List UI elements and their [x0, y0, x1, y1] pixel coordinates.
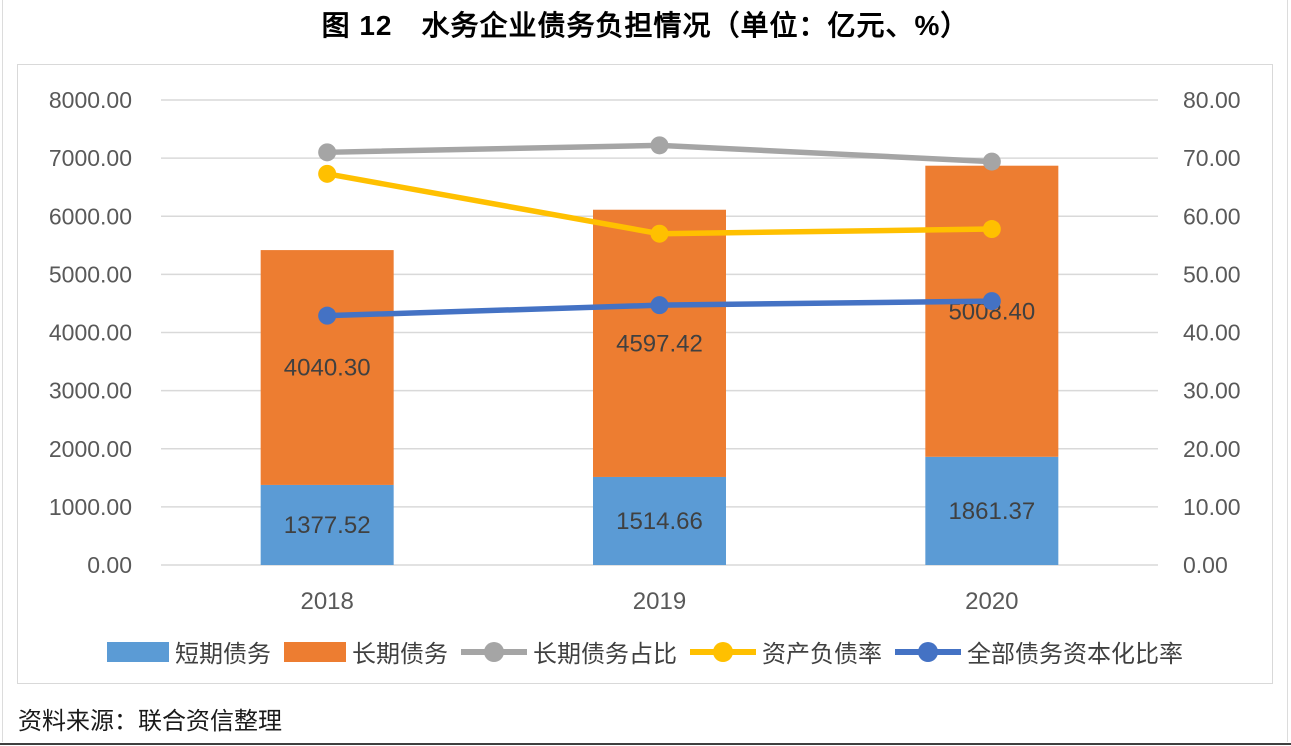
- line-marker: [650, 136, 669, 155]
- legend-item: 资产负债率: [690, 634, 882, 669]
- y-axis-left-tick-label: 7000.00: [49, 145, 132, 171]
- y-axis-left-tick-label: 0.00: [87, 552, 132, 578]
- chart-area: 8000.00 80.00 7000.00 70.00 6000.00 60.00 5000…: [17, 64, 1273, 684]
- y-axis-right-tick-label: 60.00: [1183, 203, 1241, 229]
- bar-segment-short-term-debt: [260, 484, 394, 565]
- legend-line-swatch: [690, 641, 756, 663]
- legend-bar-swatch: [284, 641, 346, 662]
- bar-value-label: 4597.42: [616, 330, 703, 357]
- line-marker: [318, 143, 337, 162]
- legend-item-label: 资产负债率: [762, 641, 882, 668]
- y-axis-right-tick-label: 40.00: [1183, 320, 1241, 346]
- y-axis-right-tick-label: 50.00: [1183, 261, 1241, 287]
- legend-item: 全部债务资本化比率: [895, 634, 1183, 669]
- chart-legend: 短期债务 长期债务 长期债务占比 资产负债率 全部债务资本化比率: [18, 634, 1272, 669]
- bar-value-label: 1514.66: [616, 508, 703, 535]
- legend-line-swatch: [461, 641, 527, 663]
- y-axis-left-tick-label: 6000.00: [49, 203, 132, 229]
- x-axis-category-label: 2020: [965, 588, 1018, 615]
- line-marker: [318, 306, 337, 325]
- line-marker: [982, 292, 1001, 311]
- page-border-left: [2, 0, 3, 742]
- y-axis-right-tick-label: 80.00: [1183, 87, 1241, 113]
- legend-line-swatch: [895, 641, 961, 663]
- legend-item-label: 全部债务资本化比率: [967, 641, 1183, 668]
- legend-marker-dot: [713, 641, 733, 662]
- line-marker: [982, 220, 1001, 239]
- x-axis-category-label: 2019: [633, 588, 686, 615]
- page-border-bottom: [0, 743, 1291, 745]
- legend-item: 短期债务: [107, 634, 271, 669]
- source-note: 资料来源：联合资信整理: [18, 709, 282, 735]
- legend-item-label: 长期债务: [352, 641, 448, 668]
- bar-value-label: 1377.52: [284, 512, 371, 539]
- bar-segment-short-term-debt: [925, 456, 1059, 565]
- legend-marker-dot: [918, 641, 938, 662]
- bar-segment-long-term-debt: [593, 209, 726, 477]
- y-axis-right-tick-label: 70.00: [1183, 145, 1241, 171]
- page-border-right: [1287, 0, 1288, 742]
- legend-item: 长期债务: [284, 634, 448, 669]
- y-axis-left-tick-label: 8000.00: [49, 87, 132, 113]
- legend-bar-swatch: [107, 641, 169, 662]
- bar-value-label: 1861.37: [948, 498, 1035, 525]
- y-axis-left-tick-label: 3000.00: [49, 378, 132, 404]
- bar-segment-long-term-debt: [260, 250, 394, 485]
- y-axis-left-tick-label: 2000.00: [49, 436, 132, 462]
- bar-value-label: 4040.30: [284, 355, 371, 382]
- bar-segment-short-term-debt: [593, 476, 726, 565]
- y-axis-right-tick-label: 30.00: [1183, 378, 1241, 404]
- chart-plot: 8000.00 80.00 7000.00 70.00 6000.00 60.00 5000…: [49, 87, 1241, 615]
- line-marker: [982, 152, 1001, 171]
- line-marker: [650, 224, 669, 243]
- figure-title: 图 12 水务企业债务负担情况（单位：亿元、%）: [321, 10, 970, 41]
- y-axis-right-tick-label: 10.00: [1183, 494, 1241, 520]
- legend-item: 长期债务占比: [461, 634, 677, 669]
- y-axis-right-tick-label: 20.00: [1183, 436, 1241, 462]
- y-axis-left-tick-label: 1000.00: [49, 494, 132, 520]
- line-marker: [650, 296, 669, 315]
- legend-marker-dot: [484, 641, 504, 662]
- y-axis-right-tick-label: 0.00: [1183, 552, 1228, 578]
- x-axis-category-label: 2018: [300, 588, 353, 615]
- y-axis-left-tick-label: 5000.00: [49, 261, 132, 287]
- legend-item-label: 短期债务: [175, 641, 271, 668]
- y-axis-left-tick-label: 4000.00: [49, 320, 132, 346]
- line-marker: [318, 164, 337, 183]
- bar-segment-long-term-debt: [925, 165, 1059, 457]
- legend-item-label: 长期债务占比: [533, 641, 677, 668]
